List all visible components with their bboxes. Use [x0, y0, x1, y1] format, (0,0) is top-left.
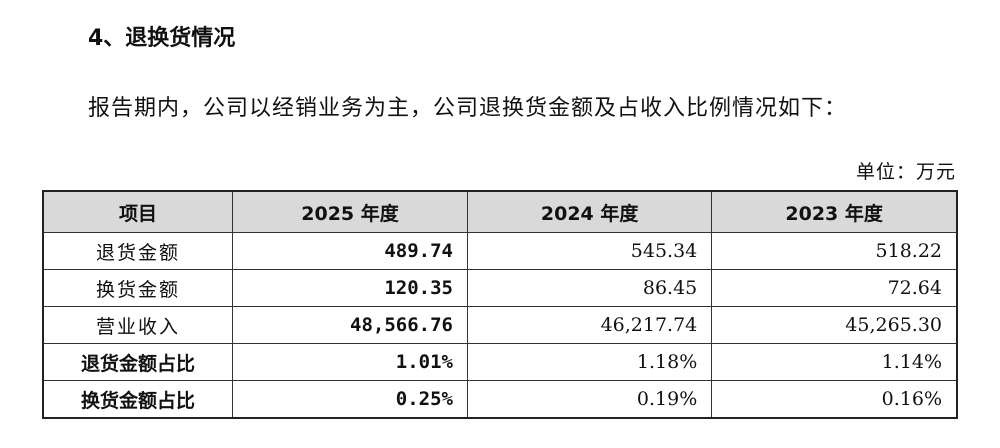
paragraph: 报告期内，公司以经销业务为主，公司退换货金额及占收入比例情况如下： [88, 96, 848, 121]
table-cell: 0.19% [466, 380, 713, 419]
table-cell: 1.14% [711, 343, 958, 381]
table-cell: 换货金额占比 [42, 380, 233, 419]
table-row: 退货金额占比 1.01% 1.18% 1.14% [42, 343, 958, 381]
table-cell: 退货金额 [42, 232, 233, 270]
table-cell: 48,566.76 [232, 306, 468, 344]
table-cell: 0.25% [232, 380, 468, 419]
table-row: 换货金额占比 0.25% 0.19% 0.16% [42, 380, 958, 419]
table-cell: 退货金额占比 [42, 343, 233, 381]
header-cell: 项目 [42, 190, 233, 233]
header-cell: 2024 年度 [466, 190, 713, 233]
section-heading: 4、退换货情况 [88, 26, 236, 51]
table-cell: 1.18% [466, 343, 713, 381]
table-row: 营业收入 48,566.76 46,217.74 45,265.30 [42, 306, 958, 344]
table-cell: 45,265.30 [711, 306, 958, 344]
table-row: 换货金额 120.35 86.45 72.64 [42, 269, 958, 307]
table-cell: 营业收入 [42, 306, 233, 344]
table-cell: 46,217.74 [466, 306, 713, 344]
returns-table: 项目 2025 年度 2024 年度 2023 年度 退货金额 489.74 545.34… [42, 190, 958, 419]
table-cell: 72.64 [711, 269, 958, 307]
table-cell: 518.22 [711, 232, 958, 270]
header-cell: 2025 年度 [232, 190, 468, 233]
table-cell: 489.74 [232, 232, 468, 270]
table-body: 退货金额 489.74 545.34 518.22 换货金额 120.35 86.45 72.… [42, 232, 958, 419]
table-cell: 86.45 [466, 269, 713, 307]
unit-note: 单位：万元 [855, 161, 956, 183]
header-cell: 2023 年度 [711, 190, 958, 233]
table-row: 退货金额 489.74 545.34 518.22 [42, 232, 958, 270]
table-cell: 1.01% [232, 343, 468, 381]
table-cell: 120.35 [232, 269, 468, 307]
table-cell: 545.34 [466, 232, 713, 270]
header-row: 项目 2025 年度 2024 年度 2023 年度 [42, 190, 958, 233]
table-cell: 0.16% [711, 380, 958, 419]
table-cell: 换货金额 [42, 269, 233, 307]
